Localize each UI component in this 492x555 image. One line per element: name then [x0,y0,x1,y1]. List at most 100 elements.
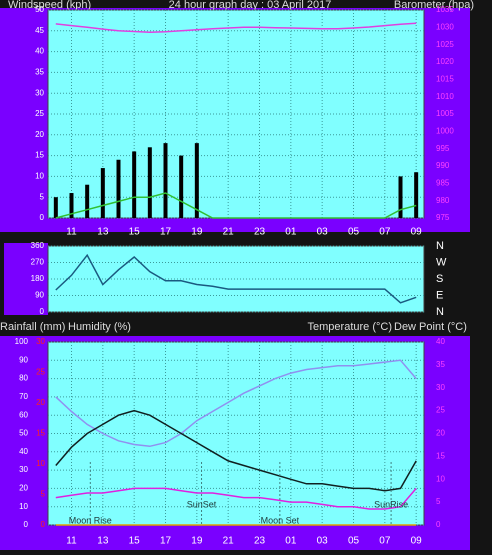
y-tick-label: 30 [35,88,44,97]
event-label: Moon Set [261,515,300,525]
panel-mid [4,243,48,315]
x-tick-label: 23 [254,536,266,547]
bar [194,143,199,218]
series-line [55,409,417,492]
y2-tick-label: N [436,306,444,318]
y2-tick-label: 5 [436,497,441,506]
y-tick-label: 20 [19,484,28,493]
y2-label: Barometer (hpa) [394,0,474,11]
y-tick-label: 0 [40,307,45,316]
x-tick-label: 23 [254,227,266,238]
y2-label-2: Dew Point (°C) [394,321,467,333]
y2-tick-label: 1035 [436,5,454,14]
y-tick-label: 40 [19,447,28,456]
x-tick-label: 19 [191,227,203,238]
x-tick-label: 21 [223,227,235,238]
y-tick-label: 30 [19,465,28,474]
plot-area [47,245,425,313]
series-line [55,487,417,510]
y3-tick-label: 0 [41,520,46,529]
y-tick-label: 45 [35,26,44,35]
x-tick-label: 03 [317,536,329,547]
chart-title: 24 hour graph day : 03 April 2017 [169,0,332,11]
y2-tick-label: 985 [436,178,450,187]
y2-tick-label: 0 [436,520,441,529]
y-tick-label: 50 [19,429,28,438]
y-tick-label: 90 [19,355,28,364]
x-tick-label: 03 [317,227,329,238]
bar [132,151,137,218]
bar [116,159,121,218]
y2-tick-label: 995 [436,144,450,153]
y-tick-label: 0 [40,213,45,222]
x-tick-label: 07 [379,227,391,238]
y2-tick-label: 40 [436,337,445,346]
bar [100,168,105,218]
x-tick-label: 11 [66,536,77,547]
x-tick-label: 13 [97,536,109,547]
y-label: Humidity (%) [68,321,131,333]
bar [53,197,58,218]
event-label: SunSet [187,499,217,509]
y-tick-label: 10 [35,172,44,181]
x-tick-label: 15 [129,227,141,238]
y2-tick-label: 15 [436,451,445,460]
y-tick-label: 40 [35,47,44,56]
x-tick-label: 09 [411,227,423,238]
y2-tick-label: 1000 [436,126,454,135]
event-label: SunRise [374,499,408,509]
x-tick-label: 07 [379,536,391,547]
x-tick-label: 01 [285,227,297,238]
y3-tick-label: 15 [36,429,45,438]
y2-tick-label: 1010 [436,92,454,101]
y2-tick-label: 1015 [436,74,454,83]
x-tick-label: 05 [348,227,360,238]
y2-tick-label: 980 [436,196,450,205]
series-line [55,253,417,304]
y3-tick-label: 30 [36,337,45,346]
y-tick-label: 5 [40,192,45,201]
y2-tick-label: 20 [436,429,445,438]
x-tick-label: 19 [191,536,203,547]
y2-tick-label: 35 [436,360,445,369]
y2-tick-label: 1020 [436,57,454,66]
event-label: Moon Rise [69,515,112,525]
x-tick-label: 17 [160,227,172,238]
y-tick-label: 100 [15,337,29,346]
x-tick-label: 11 [66,227,77,238]
bar [85,184,90,218]
y-tick-label: 90 [35,291,44,300]
y2-tick-label: S [436,273,443,285]
y-tick-label: 50 [35,5,44,14]
x-tick-label: 13 [97,227,109,238]
y2-tick-label: 10 [436,474,445,483]
y3-tick-label: 20 [36,398,45,407]
y3-tick-label: 10 [36,459,45,468]
y-label: Windspeed (kph) [8,0,91,11]
y2-label: Temperature (°C) [308,321,392,333]
y2-tick-label: N [436,240,444,252]
y-tick-label: 180 [31,274,45,283]
x-tick-label: 15 [129,536,141,547]
y-tick-label: 10 [19,502,28,511]
y-tick-label: 360 [31,241,45,250]
y-tick-label: 70 [19,392,28,401]
series-line [55,359,417,448]
x-tick-label: 01 [285,536,297,547]
bar [69,193,74,218]
y2-tick-label: E [436,289,443,301]
y-tick-label: 20 [35,130,44,139]
series-line [55,22,417,33]
x-tick-label: 21 [223,536,235,547]
x-tick-label: 05 [348,536,360,547]
bar [163,143,168,218]
y3-label: Rainfall (mm) [0,321,65,333]
bar [414,172,419,218]
y2-tick-label: 1005 [436,109,454,118]
y2-tick-label: 25 [436,406,445,415]
y2-tick-label: 1025 [436,40,454,49]
y2-tick-label: W [436,256,447,268]
y-tick-label: 80 [19,374,28,383]
series-line [55,192,417,219]
